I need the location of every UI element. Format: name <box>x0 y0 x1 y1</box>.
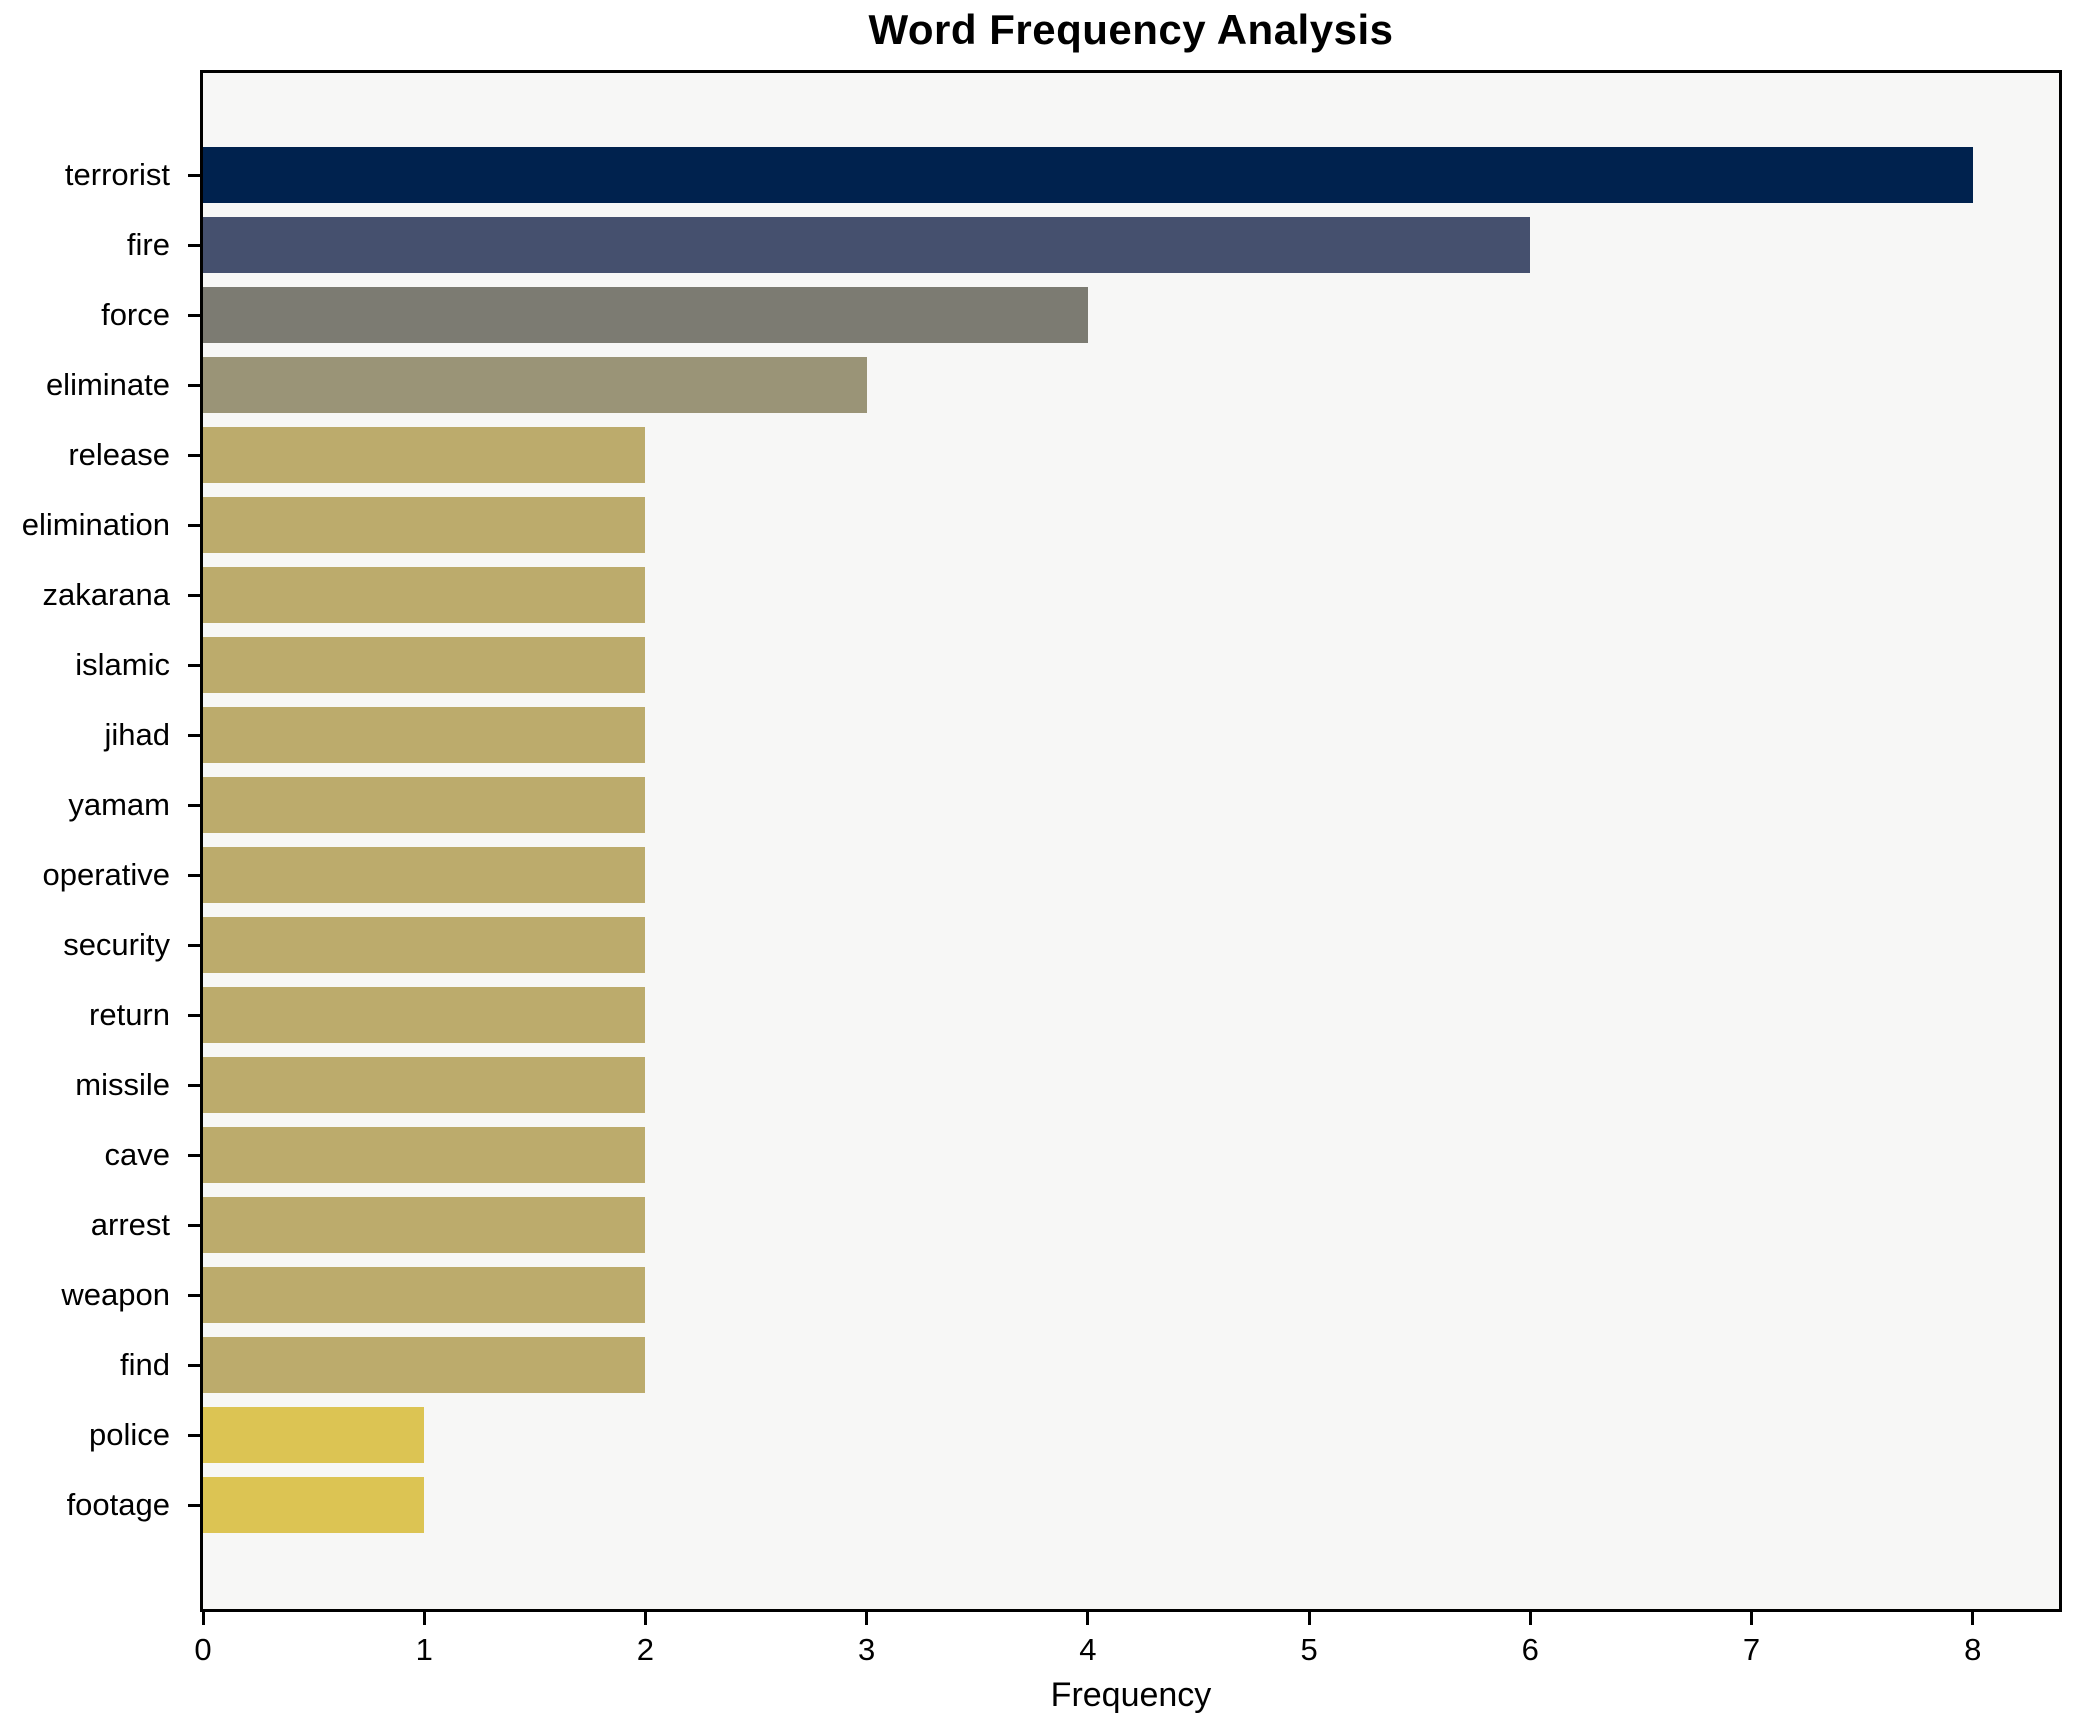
y-label-jihad: jihad <box>104 717 171 752</box>
x-tick-label-7: 7 <box>1742 1632 1761 1667</box>
y-label-fire: fire <box>126 227 170 262</box>
bar-arrest <box>203 1197 646 1253</box>
x-tick-8 <box>1971 1612 1975 1625</box>
bar-fire <box>203 217 1531 273</box>
y-label-police: police <box>89 1417 170 1452</box>
y-tick-yamam <box>188 803 200 807</box>
x-tick-label-3: 3 <box>858 1632 876 1667</box>
y-tick-eliminate <box>188 383 200 387</box>
chart-title: Word Frequency Analysis <box>868 6 1394 53</box>
y-tick-return <box>188 1013 200 1017</box>
bar-footage <box>203 1477 425 1533</box>
y-tick-force <box>188 313 200 317</box>
y-label-cave: cave <box>104 1137 170 1172</box>
y-label-operative: operative <box>42 857 170 892</box>
y-tick-police <box>188 1433 200 1437</box>
x-tick-6 <box>1528 1612 1532 1625</box>
y-label-islamic: islamic <box>75 647 170 682</box>
bar-yamam <box>203 777 646 833</box>
y-label-terrorist: terrorist <box>64 157 170 192</box>
y-tick-fire <box>188 243 200 247</box>
x-tick-label-2: 2 <box>636 1632 655 1667</box>
y-tick-footage <box>188 1503 200 1507</box>
y-tick-weapon <box>188 1293 200 1297</box>
x-tick-label-1: 1 <box>415 1632 433 1667</box>
y-tick-arrest <box>188 1223 200 1227</box>
y-tick-jihad <box>188 733 200 737</box>
y-label-find: find <box>120 1347 170 1382</box>
plot-area <box>200 70 2062 1612</box>
bar-jihad <box>203 707 646 763</box>
bar-eliminate <box>203 357 867 413</box>
x-tick-label-0: 0 <box>194 1632 212 1667</box>
bar-force <box>203 287 1088 343</box>
x-tick-7 <box>1750 1612 1753 1625</box>
bar-missile <box>203 1057 646 1113</box>
y-tick-missile <box>188 1083 200 1087</box>
y-tick-terrorist <box>188 173 200 177</box>
y-label-force: force <box>101 297 170 332</box>
y-label-eliminate: eliminate <box>45 367 170 402</box>
y-label-yamam: yamam <box>68 787 170 822</box>
x-tick-label-6: 6 <box>1521 1632 1539 1667</box>
x-tick-4 <box>1086 1612 1090 1625</box>
x-tick-3 <box>865 1612 869 1625</box>
y-tick-security <box>188 943 200 947</box>
y-tick-release <box>188 453 200 457</box>
x-axis-title: Frequency <box>1050 1676 1212 1714</box>
x-tick-0 <box>201 1612 205 1625</box>
y-label-arrest: arrest <box>90 1207 170 1242</box>
bar-zakarana <box>203 567 646 623</box>
y-label-return: return <box>89 997 170 1032</box>
bar-return <box>203 987 646 1043</box>
bar-weapon <box>203 1267 646 1323</box>
x-tick-1 <box>422 1612 426 1625</box>
bar-security <box>203 917 646 973</box>
y-label-release: release <box>68 437 170 472</box>
bar-release <box>203 427 646 483</box>
y-label-security: security <box>63 927 170 962</box>
y-tick-islamic <box>188 663 200 667</box>
y-tick-zakarana <box>188 593 200 597</box>
x-tick-2 <box>643 1612 647 1625</box>
bar-cave <box>203 1127 646 1183</box>
y-tick-operative <box>188 873 200 877</box>
y-label-weapon: weapon <box>61 1277 170 1312</box>
x-tick-label-4: 4 <box>1079 1632 1097 1667</box>
y-tick-find <box>188 1363 200 1367</box>
bar-elimination <box>203 497 646 553</box>
y-label-elimination: elimination <box>21 507 170 542</box>
bars-layer <box>203 73 2059 1609</box>
y-tick-cave <box>188 1153 200 1157</box>
x-tick-label-5: 5 <box>1300 1632 1318 1667</box>
y-label-zakarana: zakarana <box>42 577 170 612</box>
bar-terrorist <box>203 147 1973 203</box>
y-label-missile: missile <box>75 1067 170 1102</box>
y-tick-elimination <box>188 523 200 527</box>
y-label-footage: footage <box>66 1487 170 1522</box>
bar-operative <box>203 847 646 903</box>
bar-islamic <box>203 637 646 693</box>
bar-police <box>203 1407 425 1463</box>
bar-find <box>203 1337 646 1393</box>
x-tick-label-8: 8 <box>1964 1632 1982 1667</box>
x-tick-5 <box>1307 1612 1311 1625</box>
